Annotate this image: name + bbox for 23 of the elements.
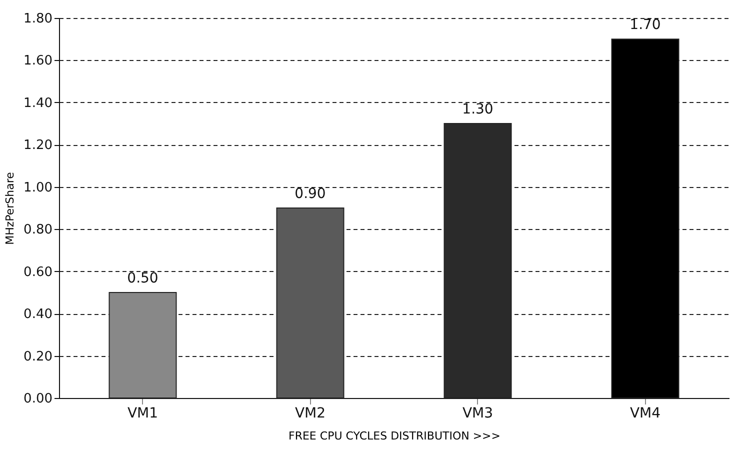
y-tick-label: 0.20: [24, 349, 52, 364]
y-tick-label: 0.60: [24, 264, 52, 280]
x-tick-label: VM4: [630, 406, 661, 422]
y-tick-label: 0.80: [24, 222, 52, 238]
bar: [276, 208, 344, 398]
y-tick-label: 1.60: [24, 54, 52, 69]
x-axis-title: FREE CPU CYCLES DISTRIBUTION >>>: [288, 430, 500, 442]
x-tick-label: VM1: [127, 406, 158, 422]
bar: [444, 123, 512, 398]
y-tick-label: 0.40: [24, 307, 52, 322]
y-tick-label: 1.20: [24, 138, 52, 154]
y-tick-label: 1.40: [24, 96, 52, 111]
bar: [611, 38, 680, 398]
y-tick-label: 0.00: [24, 392, 52, 406]
y-axis-title: MHzPerShare: [4, 172, 17, 245]
data-label: 0.50: [127, 270, 158, 286]
y-tick-label: 1.80: [24, 12, 52, 26]
data-label: 0.90: [294, 186, 326, 202]
x-tick-label: VM3: [462, 406, 494, 422]
x-tick-label: VM2: [294, 406, 326, 422]
data-label: 1.30: [462, 102, 494, 118]
data-label: 1.70: [630, 17, 661, 34]
y-tick-label: 1.00: [24, 180, 52, 196]
